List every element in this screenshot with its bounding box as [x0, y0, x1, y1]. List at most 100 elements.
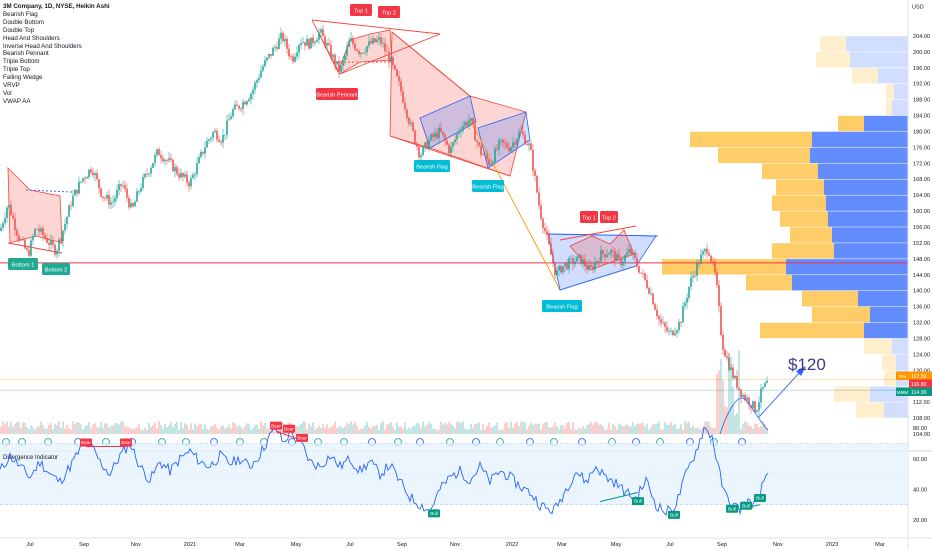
indicator-item[interactable]: Bearish Flag	[3, 10, 38, 18]
volume-bar	[760, 426, 762, 434]
candle-body	[360, 52, 362, 55]
volume-bar	[30, 425, 32, 434]
candle-body	[606, 254, 608, 257]
volume-bar	[142, 429, 144, 434]
volume-bar	[256, 424, 258, 434]
candle-body	[686, 297, 688, 303]
candle-body	[22, 239, 24, 240]
price-tick-label: 124.00	[913, 352, 930, 358]
candle-body	[542, 218, 544, 229]
candle-body	[56, 250, 58, 255]
vp-down-bar	[892, 99, 908, 116]
candle-body	[604, 254, 606, 257]
volume-bar	[156, 428, 158, 434]
volume-bar	[578, 427, 580, 434]
bull-marker-text: Bull	[430, 511, 438, 516]
volume-bar	[566, 423, 568, 434]
candle-body	[574, 261, 576, 265]
time-tick-label: Nov	[131, 542, 141, 548]
time-tick-label: May	[611, 542, 622, 548]
volume-bar	[40, 421, 42, 434]
bull-marker-text: Bull	[634, 499, 642, 504]
candle-body	[540, 205, 542, 219]
volume-bar	[452, 425, 454, 434]
indicator-item[interactable]: VRVP	[3, 82, 20, 90]
volume-bar	[458, 422, 460, 434]
candle-body	[668, 331, 670, 332]
volume-bar	[472, 427, 474, 434]
volume-bar	[438, 429, 440, 434]
divergence-title: Divergence Indicator	[3, 455, 58, 461]
volume-bar	[634, 426, 636, 434]
volume-bar	[186, 424, 188, 434]
volume-bar	[544, 422, 546, 434]
volume-bar	[16, 421, 18, 434]
candle-body	[478, 142, 480, 146]
volume-bar	[712, 428, 714, 434]
indicator-item[interactable]: Bearish Pennant	[3, 50, 49, 58]
vp-down-bar	[826, 195, 908, 211]
candle-body	[34, 228, 36, 237]
bull-marker: Bull	[740, 501, 752, 510]
candle-body	[254, 82, 256, 90]
flag3-top-line	[559, 225, 637, 241]
candle-body	[272, 47, 274, 56]
candle-body	[36, 228, 38, 230]
volume-bar	[144, 427, 146, 434]
volume-bar	[722, 380, 724, 434]
indicator-item[interactable]: Double Top	[3, 26, 35, 34]
bear-marker-text: Bear	[297, 436, 307, 441]
indicator-item[interactable]: Double Bottom	[3, 18, 44, 26]
volume-bar	[212, 425, 214, 434]
indicator-item[interactable]: VWAP AA	[3, 97, 31, 105]
volume-bar	[194, 423, 196, 434]
candle-body	[382, 43, 384, 45]
volume-bar	[66, 425, 68, 434]
volume-bar	[720, 359, 722, 434]
candle-body	[582, 259, 584, 265]
indicator-item[interactable]: Triple Top	[3, 66, 30, 74]
volume-bar	[110, 425, 112, 434]
indicator-item[interactable]: Falling Wedge	[3, 74, 43, 82]
volume-bar	[680, 424, 682, 434]
candle-body	[512, 142, 514, 148]
volume-bar	[164, 424, 166, 434]
candle-body	[566, 263, 568, 269]
volume-bar	[22, 422, 24, 434]
volume-bar	[130, 428, 132, 434]
volume-bar	[300, 423, 302, 434]
volume-bar	[554, 422, 556, 434]
candle-body	[492, 162, 494, 164]
candle-body	[624, 255, 626, 262]
price-tick-label: 104.00	[913, 432, 930, 438]
volume-bar	[408, 427, 410, 434]
volume-bar	[386, 424, 388, 434]
bear-marker-text: Bear	[121, 440, 131, 445]
volume-bar	[70, 429, 72, 434]
candle-body	[714, 261, 716, 273]
volume-bar	[392, 426, 394, 434]
candle-body	[162, 158, 164, 162]
volume-bar	[738, 350, 740, 434]
candle-body	[766, 380, 768, 383]
indicator-item[interactable]: Vol	[3, 89, 12, 97]
indicator-item[interactable]: Head And Shoulders	[3, 34, 60, 42]
volume-bar	[332, 425, 334, 434]
volume-bar	[716, 374, 718, 434]
vp-up-bar	[802, 290, 858, 307]
volume-bar	[8, 426, 10, 434]
bearish-flag-1-label: Bearish Flag	[414, 160, 450, 172]
candle-body	[350, 38, 352, 42]
price-tick-label: 156.00	[913, 225, 930, 231]
volume-bar	[324, 428, 326, 434]
volume-bar	[52, 429, 54, 434]
candle-body	[596, 261, 598, 263]
volume-bar	[224, 428, 226, 434]
bull-marker-bg	[632, 497, 644, 506]
volume-bar	[68, 428, 70, 434]
volume-bar	[516, 421, 518, 434]
indicator-item[interactable]: Inverse Head And Shoulders	[3, 42, 82, 50]
indicator-item[interactable]: Triple Bottom	[3, 58, 40, 66]
candle-body	[24, 239, 26, 249]
